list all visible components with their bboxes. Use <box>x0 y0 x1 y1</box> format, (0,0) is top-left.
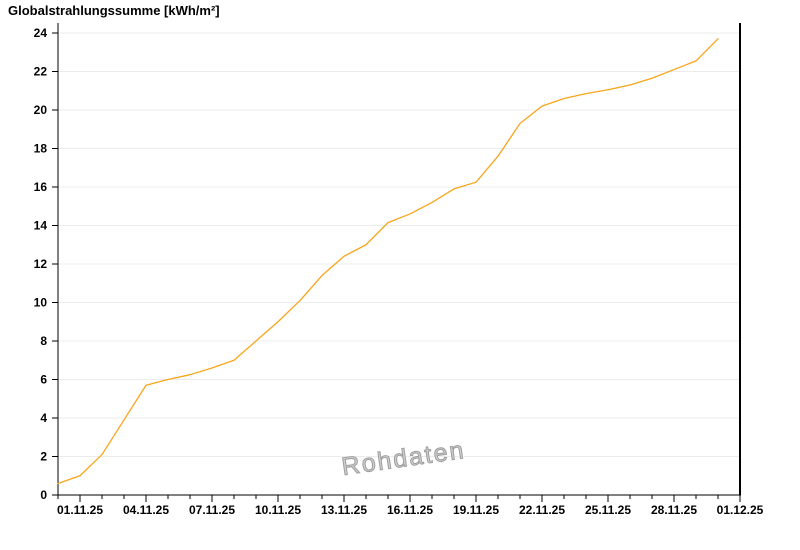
y-tick-label: 8 <box>40 334 47 348</box>
x-tick-label: 13.11.25 <box>321 503 367 517</box>
x-tick-label: 16.11.25 <box>387 503 433 517</box>
y-tick-label: 22 <box>34 65 48 79</box>
x-tick-label: 25.11.25 <box>585 503 631 517</box>
x-tick-label: 01.12.25 <box>717 503 764 517</box>
x-tick-label: 22.11.25 <box>519 503 565 517</box>
y-tick-label: 24 <box>34 26 48 40</box>
x-tick-label: 28.11.25 <box>651 503 697 517</box>
x-tick-label: 07.11.25 <box>189 503 235 517</box>
x-tick-label: 19.11.25 <box>453 503 499 517</box>
x-tick-label: 10.11.25 <box>255 503 301 517</box>
y-tick-label: 18 <box>34 142 48 156</box>
y-tick-label: 14 <box>34 219 48 233</box>
x-tick-label: 04.11.25 <box>123 503 169 517</box>
y-tick-label: 2 <box>40 450 47 464</box>
x-tick-label: 01.11.25 <box>57 503 103 517</box>
y-tick-label: 12 <box>34 257 48 271</box>
data-line <box>57 38 719 485</box>
chart-title: Globalstrahlungssumme [kWh/m²] <box>8 3 220 18</box>
y-tick-label: 10 <box>34 296 48 310</box>
y-tick-label: 6 <box>40 373 47 387</box>
y-tick-label: 20 <box>34 103 48 117</box>
y-tick-label: 16 <box>34 180 48 194</box>
y-tick-label: 0 <box>40 488 47 502</box>
y-tick-label: 4 <box>40 411 47 425</box>
